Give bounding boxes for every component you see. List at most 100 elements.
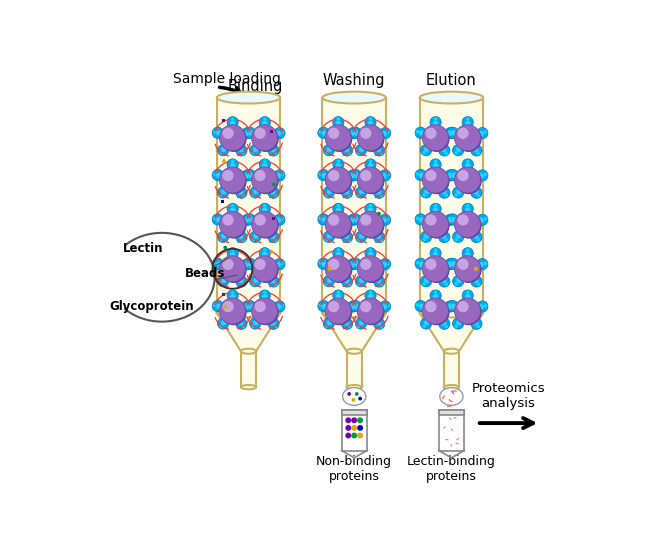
Circle shape xyxy=(471,232,482,243)
Circle shape xyxy=(424,212,449,239)
Circle shape xyxy=(262,208,267,212)
Circle shape xyxy=(354,304,359,309)
Circle shape xyxy=(473,233,479,239)
Text: Non-binding
proteins: Non-binding proteins xyxy=(316,455,392,483)
Circle shape xyxy=(344,147,349,152)
Circle shape xyxy=(473,147,479,152)
Circle shape xyxy=(453,231,464,243)
Circle shape xyxy=(419,217,424,222)
Circle shape xyxy=(466,204,470,208)
Circle shape xyxy=(351,216,354,220)
Circle shape xyxy=(322,173,327,178)
Text: Washing: Washing xyxy=(323,73,385,88)
Circle shape xyxy=(433,252,438,257)
Circle shape xyxy=(462,203,473,215)
Circle shape xyxy=(447,262,452,267)
Circle shape xyxy=(221,233,226,239)
Circle shape xyxy=(441,147,446,152)
Circle shape xyxy=(213,303,216,307)
Circle shape xyxy=(252,193,255,197)
Circle shape xyxy=(358,299,385,325)
Circle shape xyxy=(453,187,464,198)
Circle shape xyxy=(318,130,322,133)
Circle shape xyxy=(456,320,462,325)
Circle shape xyxy=(337,290,340,294)
Circle shape xyxy=(381,131,387,136)
Circle shape xyxy=(425,301,437,312)
Circle shape xyxy=(379,127,390,139)
Circle shape xyxy=(341,145,353,156)
Circle shape xyxy=(358,397,362,400)
Circle shape xyxy=(220,212,247,239)
Circle shape xyxy=(148,253,184,289)
Circle shape xyxy=(430,116,441,128)
Circle shape xyxy=(221,320,226,325)
Polygon shape xyxy=(217,313,280,351)
Text: Glycoprotein: Glycoprotein xyxy=(109,300,194,313)
Circle shape xyxy=(445,127,456,139)
Circle shape xyxy=(318,303,322,307)
Ellipse shape xyxy=(347,349,362,354)
Circle shape xyxy=(448,216,451,220)
Circle shape xyxy=(268,145,279,156)
Circle shape xyxy=(376,189,381,194)
Circle shape xyxy=(326,257,353,283)
Circle shape xyxy=(369,159,372,163)
Circle shape xyxy=(236,145,247,156)
Circle shape xyxy=(347,238,351,242)
Circle shape xyxy=(349,217,354,223)
Circle shape xyxy=(220,125,245,151)
Circle shape xyxy=(477,214,488,226)
Circle shape xyxy=(457,170,469,181)
Bar xyxy=(241,351,256,387)
Circle shape xyxy=(354,131,359,136)
Circle shape xyxy=(275,131,281,136)
Circle shape xyxy=(216,261,222,267)
Circle shape xyxy=(349,262,354,267)
Circle shape xyxy=(281,304,284,307)
Circle shape xyxy=(445,194,448,197)
Circle shape xyxy=(220,324,223,328)
Circle shape xyxy=(422,167,449,193)
Circle shape xyxy=(424,189,430,194)
Circle shape xyxy=(451,217,455,221)
Circle shape xyxy=(424,257,449,283)
Circle shape xyxy=(325,324,329,328)
Circle shape xyxy=(349,173,354,178)
Circle shape xyxy=(274,127,285,139)
Circle shape xyxy=(456,189,462,194)
Circle shape xyxy=(222,214,233,226)
Circle shape xyxy=(318,258,329,270)
Circle shape xyxy=(245,261,249,265)
Circle shape xyxy=(249,261,252,265)
Circle shape xyxy=(259,203,270,215)
Text: Proteomics
analysis: Proteomics analysis xyxy=(472,383,545,411)
Circle shape xyxy=(351,417,357,423)
Circle shape xyxy=(245,172,249,176)
Circle shape xyxy=(220,257,247,283)
Ellipse shape xyxy=(444,385,459,389)
Polygon shape xyxy=(322,313,386,351)
Circle shape xyxy=(349,131,354,136)
Circle shape xyxy=(275,173,281,178)
Circle shape xyxy=(381,173,387,178)
Circle shape xyxy=(253,278,258,283)
Circle shape xyxy=(252,212,279,239)
Circle shape xyxy=(325,211,351,237)
Circle shape xyxy=(477,170,488,181)
Circle shape xyxy=(451,304,455,307)
Circle shape xyxy=(150,283,158,291)
Circle shape xyxy=(376,147,381,152)
Circle shape xyxy=(253,320,258,325)
Circle shape xyxy=(368,163,373,169)
Circle shape xyxy=(212,214,224,225)
Circle shape xyxy=(466,159,470,163)
Circle shape xyxy=(357,167,383,193)
Circle shape xyxy=(220,126,247,152)
Circle shape xyxy=(376,278,381,283)
Circle shape xyxy=(220,151,223,155)
Circle shape xyxy=(325,151,329,155)
Circle shape xyxy=(341,232,353,243)
Circle shape xyxy=(456,233,462,239)
Circle shape xyxy=(359,320,364,325)
